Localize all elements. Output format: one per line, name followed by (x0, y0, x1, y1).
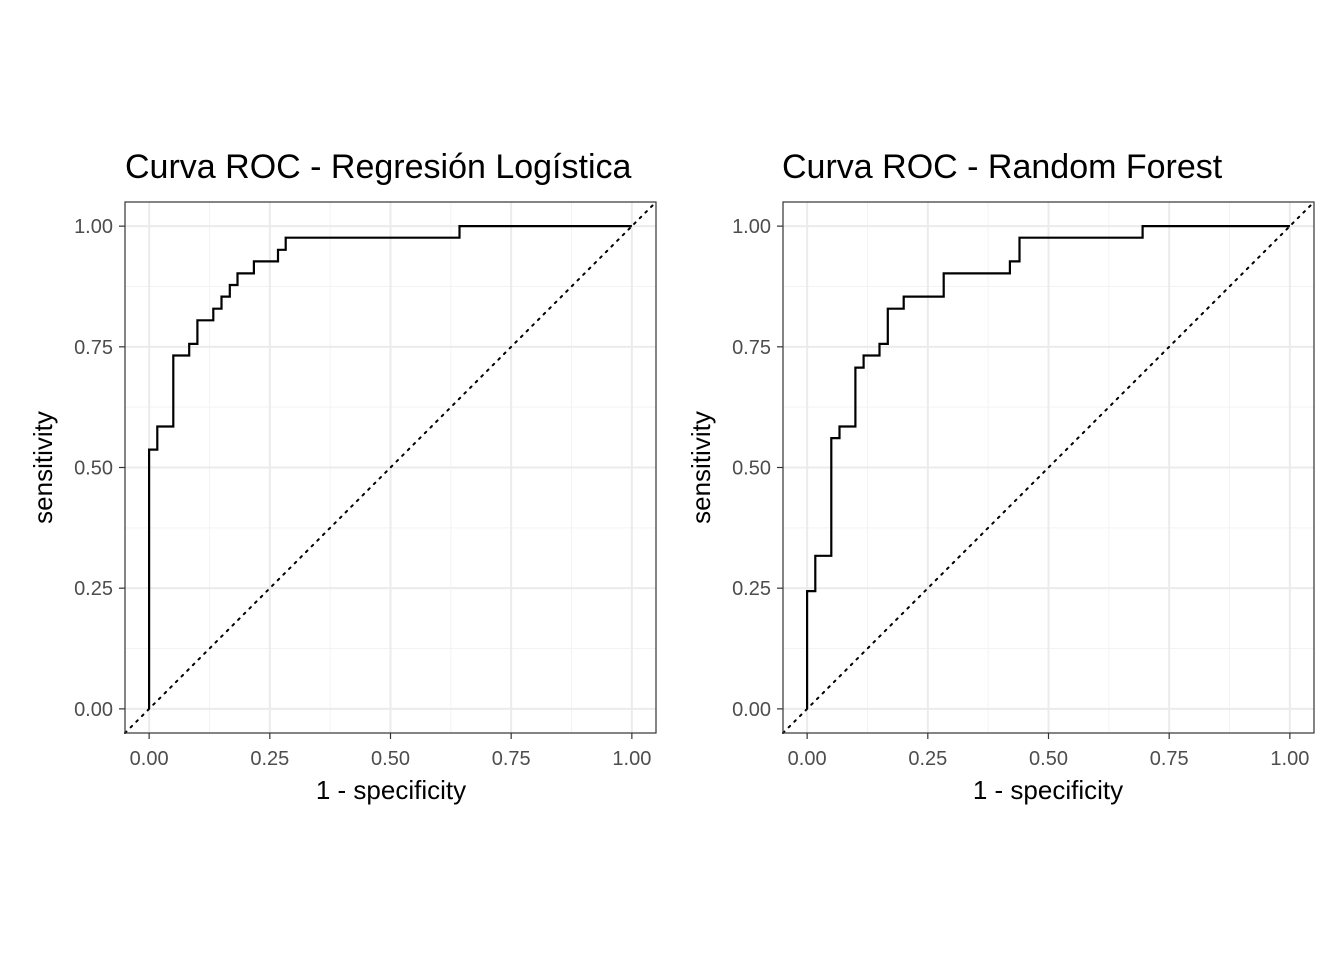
y-axis-title: sensitivity (28, 411, 58, 524)
roc-curve-series-1 (805, 225, 1290, 709)
y-tick-label: 0.25 (732, 578, 771, 600)
reference-diagonal-line (124, 201, 657, 734)
x-tick-label: 0.75 (1150, 748, 1189, 770)
x-tick-label: 0.00 (130, 748, 169, 770)
y-tick-label: 0.00 (74, 699, 113, 721)
roc-panel-1: 0.00 0.25 0.50 0.75 1.00 0.00 0.25 0.50 0.75 1.00… (28, 148, 657, 805)
y-tick-label: 1.00 (74, 216, 113, 238)
x-axis-title: 1 - specificity (316, 775, 466, 805)
chart-title: Curva ROC - Random Forest (782, 148, 1223, 186)
x-tick-label: 0.00 (788, 748, 827, 770)
panel-border (124, 201, 657, 734)
x-tick-label: 1.00 (612, 748, 651, 770)
y-tick-label: 1.00 (732, 216, 771, 238)
x-tick-label: 1.00 (1270, 748, 1309, 770)
panel-border (782, 201, 1315, 734)
y-tick-label: 0.75 (732, 337, 771, 359)
x-tick-label: 0.50 (371, 748, 410, 770)
x-tick-label: 0.50 (1029, 748, 1068, 770)
reference-diagonal-line (782, 201, 1315, 734)
y-axis-title: sensitivity (686, 411, 716, 524)
x-axis-title: 1 - specificity (973, 775, 1123, 805)
x-tick-label: 0.75 (492, 748, 531, 770)
roc-panel-2: 0.00 0.25 0.50 0.75 1.00 0.00 0.25 0.50 0.75 1.00… (686, 148, 1315, 805)
roc-curve-series-1 (148, 225, 632, 709)
y-tick-label: 0.50 (74, 458, 113, 480)
chart-title: Curva ROC - Regresión Logística (125, 148, 632, 186)
y-tick-label: 0.00 (732, 699, 771, 721)
y-tick-label: 0.25 (74, 578, 113, 600)
y-tick-label: 0.75 (74, 337, 113, 359)
y-tick-label: 0.50 (732, 458, 771, 480)
x-tick-label: 0.25 (908, 748, 947, 770)
x-tick-label: 0.25 (250, 748, 289, 770)
